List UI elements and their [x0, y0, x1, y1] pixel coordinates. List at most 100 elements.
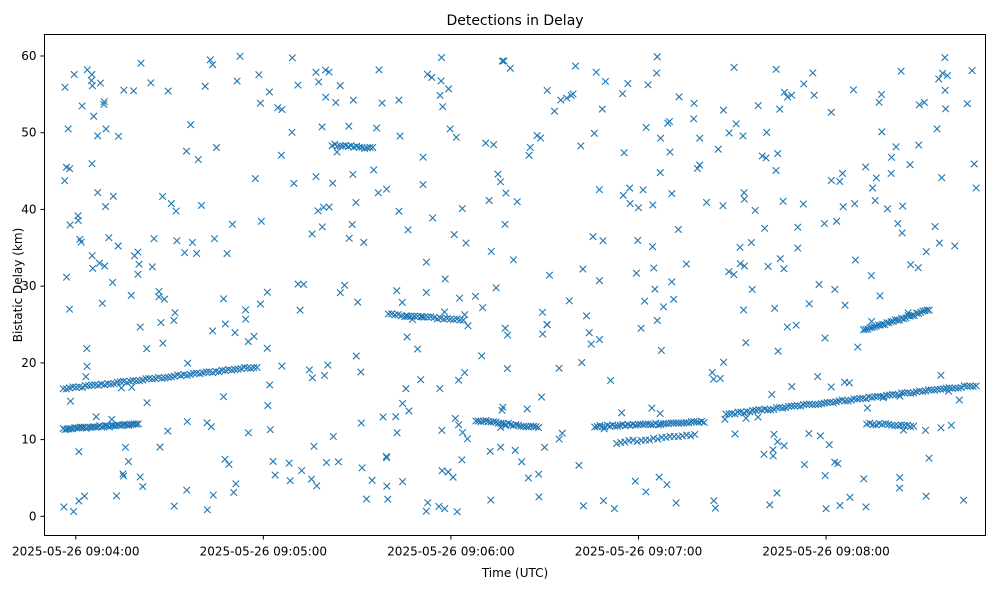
data-point [736, 243, 744, 252]
data-point [783, 93, 792, 101]
data-point [708, 368, 716, 377]
data-point [631, 477, 639, 485]
data-point [933, 385, 942, 393]
data-point [253, 363, 261, 372]
data-point [383, 482, 391, 490]
data-point [482, 139, 490, 147]
data-point [887, 317, 895, 326]
data-point [424, 499, 432, 507]
data-point [498, 406, 506, 414]
data-point [565, 297, 574, 305]
data-point [657, 346, 666, 355]
data-point [271, 471, 279, 479]
data-point [895, 484, 904, 492]
data-point [286, 477, 294, 485]
data-point [922, 247, 930, 256]
data-point [762, 128, 771, 137]
data-point [772, 65, 780, 74]
data-point [617, 409, 626, 417]
data-point [538, 308, 547, 316]
data-point [919, 307, 927, 315]
data-point [453, 508, 461, 516]
data-point [567, 91, 575, 100]
data-point [349, 96, 358, 104]
data-point [357, 419, 365, 427]
data-point [653, 316, 661, 325]
data-point [883, 205, 892, 213]
data-point [60, 503, 68, 511]
data-point [325, 68, 333, 76]
data-point [748, 285, 756, 294]
data-point [263, 344, 271, 352]
data-point [755, 405, 763, 414]
data-point [820, 219, 829, 228]
data-point [129, 376, 137, 385]
data-point [860, 475, 868, 483]
data-point [512, 420, 520, 429]
data-point [93, 188, 102, 197]
data-point [369, 143, 377, 152]
data-point [173, 237, 181, 245]
data-point [948, 384, 956, 392]
data-point [451, 414, 460, 423]
data-point [772, 166, 780, 175]
data-point [296, 306, 304, 314]
data-point [278, 362, 286, 370]
data-point [595, 186, 604, 194]
data-point [413, 345, 422, 353]
data-point [524, 474, 533, 482]
data-point [69, 383, 77, 391]
data-point [136, 473, 144, 481]
data-point [773, 489, 781, 497]
data-point [867, 317, 876, 326]
data-point [314, 207, 322, 215]
data-point [925, 306, 933, 314]
data-point [883, 391, 891, 400]
data-point [691, 430, 699, 439]
plot-area-frame [44, 34, 986, 536]
data-point [83, 66, 91, 74]
data-point [754, 101, 762, 110]
data-point [117, 384, 126, 392]
data-point [219, 392, 228, 401]
data-point [754, 413, 762, 421]
data-point [379, 413, 387, 421]
data-point [513, 198, 521, 206]
data-point [444, 85, 453, 93]
data-point [501, 324, 509, 332]
data-point [128, 383, 136, 391]
data-point [112, 492, 121, 500]
data-points [59, 52, 980, 516]
data-point [663, 480, 671, 489]
data-point [59, 384, 67, 393]
data-point [496, 178, 505, 186]
data-point [345, 234, 353, 243]
data-point [585, 328, 593, 337]
data-point [937, 371, 945, 379]
data-point [454, 421, 463, 429]
data-point [357, 368, 365, 376]
data-point [368, 476, 376, 485]
data-point [241, 315, 250, 323]
data-point [384, 495, 392, 503]
data-point [868, 184, 877, 192]
data-point [972, 184, 980, 192]
data-point [770, 430, 778, 439]
data-point [725, 129, 733, 137]
data-point [266, 426, 274, 434]
data-point [494, 170, 502, 178]
data-point [645, 436, 654, 444]
data-point [100, 98, 108, 106]
data-point [972, 382, 980, 390]
data-point [492, 284, 500, 292]
data-point [920, 98, 929, 107]
data-point [223, 249, 231, 258]
data-point [404, 226, 412, 234]
data-point [92, 423, 100, 431]
data-point [88, 381, 96, 389]
data-point [634, 204, 643, 212]
data-point [931, 222, 939, 231]
data-point [525, 151, 533, 160]
data-point [294, 280, 302, 288]
